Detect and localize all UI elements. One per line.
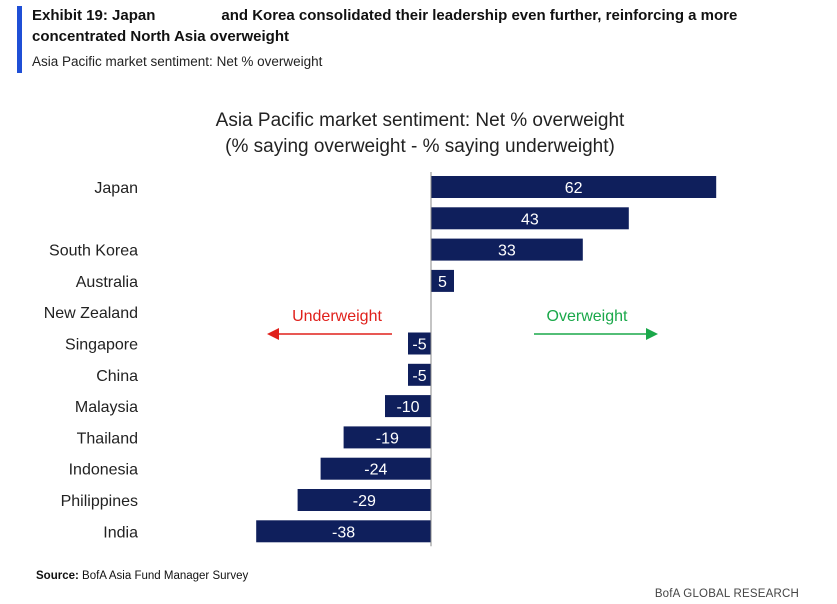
overweight-annotation: Overweight [534, 308, 658, 340]
exhibit-subtitle: Asia Pacific market sentiment: Net % ove… [32, 54, 323, 69]
underweight-label: Underweight [292, 308, 382, 325]
exhibit-title-part1: Exhibit 19: Japan [32, 7, 156, 24]
bar-chart: Asia Pacific market sentiment: Net % ove… [44, 110, 717, 547]
underweight-arrow-head [267, 328, 279, 340]
category-label: Singapore [65, 337, 138, 354]
category-label: India [103, 524, 138, 541]
source-note: Source: BofA Asia Fund Manager Survey [36, 570, 248, 582]
bar-value-label: 62 [565, 180, 583, 197]
accent-bar [17, 6, 22, 73]
bar-value-label: 43 [521, 211, 539, 228]
exhibit-title-part2: and Korea consolidated their leadership … [32, 7, 738, 45]
bar-value-label: 33 [498, 243, 516, 260]
bar [320, 457, 431, 480]
category-label: Australia [76, 274, 138, 291]
category-label: China [96, 368, 138, 385]
bar [431, 238, 583, 261]
bar-value-label: -5 [412, 337, 426, 354]
bar-value-label: -19 [376, 430, 399, 447]
overweight-arrow-head [646, 328, 658, 340]
bar-value-label: 5 [438, 274, 447, 291]
bar-value-label: -10 [396, 399, 419, 416]
bar-value-label: -29 [353, 493, 376, 510]
bar [385, 395, 431, 418]
bar [431, 207, 629, 230]
category-label: Malaysia [75, 399, 138, 416]
chart-title: Asia Pacific market sentiment: Net % ove… [216, 110, 625, 131]
bar-value-label: -5 [412, 368, 426, 385]
source-text: BofA Asia Fund Manager Survey [82, 570, 249, 582]
category-label: South Korea [49, 243, 138, 260]
bar [256, 520, 431, 543]
brand-footer: BofA GLOBAL RESEARCH [654, 588, 799, 600]
bar-value-label: -38 [332, 524, 355, 541]
category-label: Indonesia [69, 462, 138, 479]
bar-value-label: -24 [364, 462, 387, 479]
underweight-annotation: Underweight [267, 308, 392, 340]
category-label: Thailand [77, 430, 138, 447]
bar [297, 489, 431, 511]
source-label: Source: [36, 570, 79, 582]
category-label: Philippines [61, 493, 138, 510]
category-label: New Zealand [44, 305, 138, 322]
bar [431, 269, 454, 292]
exhibit-title: Exhibit 19: Japan and Korea consolidated … [32, 5, 822, 47]
chart-subtitle: (% saying overweight - % saying underwei… [225, 136, 615, 157]
bar [343, 426, 431, 449]
bar [408, 332, 431, 355]
category-label: Japan [94, 180, 138, 197]
bar [431, 176, 717, 198]
bars-group: Japan 62 43 South Korea 33 Australia 5 New Zeal… [44, 176, 717, 543]
bar [408, 363, 431, 386]
overweight-label: Overweight [547, 308, 628, 325]
